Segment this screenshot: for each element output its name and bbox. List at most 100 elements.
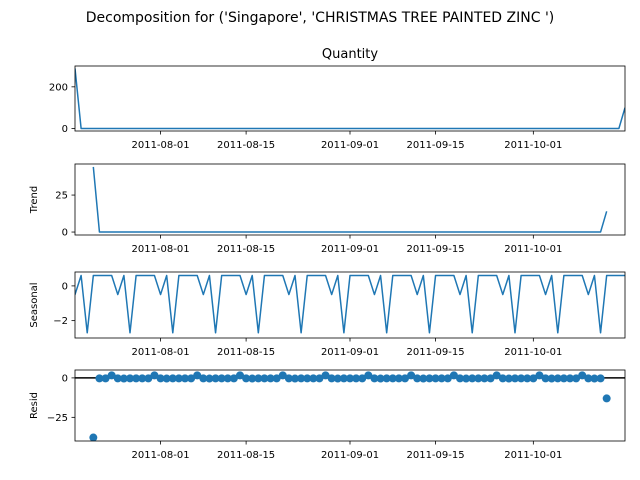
resid-point xyxy=(572,374,581,383)
ylabel-resid: Resid xyxy=(29,392,40,419)
xtick-label: 2011-09-15 xyxy=(406,450,464,461)
resid-point xyxy=(272,374,281,383)
resid-point xyxy=(248,374,257,383)
resid-point xyxy=(413,374,422,383)
panel-frame xyxy=(74,163,626,236)
resid-point xyxy=(437,374,446,383)
ylabel-seasonal: Seasonal xyxy=(29,282,40,327)
resid-point xyxy=(394,374,403,383)
data-observed xyxy=(75,68,625,130)
resid-point xyxy=(566,374,574,383)
data-seasonal xyxy=(75,274,625,334)
resid-point xyxy=(174,374,183,383)
resid-point xyxy=(419,374,428,383)
resid-point xyxy=(254,374,263,383)
xtick-label: 2011-09-01 xyxy=(321,140,379,151)
resid-point xyxy=(511,374,519,383)
resid-point xyxy=(162,374,171,383)
resid-point xyxy=(352,374,361,383)
resid-point xyxy=(407,371,416,380)
resid-point xyxy=(205,374,214,383)
ytick-label: 0 xyxy=(62,373,68,384)
resid-point xyxy=(474,374,483,383)
resid-point xyxy=(541,374,550,383)
resid-point xyxy=(321,371,330,380)
ytick-label: 200 xyxy=(49,82,68,93)
panel-trend: Trend 0 25 2011-08-01 2011-08-15 2011-09-01 20… xyxy=(29,163,626,255)
resid-point xyxy=(480,374,489,383)
resid-point xyxy=(602,394,611,403)
ytick-label: 25 xyxy=(55,191,68,202)
series-line-observed xyxy=(75,68,625,130)
resid-point xyxy=(223,374,232,383)
resid-point xyxy=(199,374,208,383)
resid-point xyxy=(443,374,452,383)
series-line-seasonal xyxy=(75,274,625,334)
resid-point xyxy=(382,374,391,383)
resid-point xyxy=(168,374,177,383)
resid-point xyxy=(229,374,238,383)
xtick-label: 2011-08-01 xyxy=(131,450,189,461)
series-line-trend xyxy=(92,166,608,233)
resid-point xyxy=(401,374,409,383)
resid-point xyxy=(535,371,544,380)
resid-point xyxy=(107,371,116,380)
resid-point xyxy=(266,374,275,383)
resid-point xyxy=(529,374,538,383)
resid-point xyxy=(217,374,226,383)
resid-point xyxy=(138,374,147,383)
resid-point xyxy=(578,371,587,380)
resid-point xyxy=(346,374,354,383)
panel-seasonal: Seasonal 0 −2 2011-08-01 2011-08-15 2011-09-0… xyxy=(29,271,626,358)
resid-point xyxy=(260,374,269,383)
xtick-label: 2011-10-01 xyxy=(504,244,562,255)
resid-point xyxy=(523,374,532,383)
xtick-label: 2011-10-01 xyxy=(504,347,562,358)
resid-point xyxy=(95,374,104,383)
resid-point xyxy=(596,374,605,383)
xtick-label: 2011-10-01 xyxy=(504,450,562,461)
xtick-label: 2011-10-01 xyxy=(504,140,562,151)
xtick-label: 2011-08-15 xyxy=(217,450,275,461)
resid-point xyxy=(553,374,562,383)
resid-point xyxy=(388,374,397,383)
figure-title: Decomposition for ('Singapore', 'CHRISTM… xyxy=(86,10,555,26)
resid-point xyxy=(449,371,458,380)
ytick-label: −2 xyxy=(53,316,68,327)
resid-point xyxy=(284,374,293,383)
resid-point xyxy=(181,374,189,383)
resid-point xyxy=(584,374,593,383)
xtick-label: 2011-09-01 xyxy=(321,244,379,255)
resid-point xyxy=(119,374,128,383)
xtick-label: 2011-09-01 xyxy=(321,347,379,358)
xtick-label: 2011-09-01 xyxy=(321,450,379,461)
resid-point xyxy=(278,371,287,380)
resid-point xyxy=(211,374,220,383)
resid-point xyxy=(462,374,471,383)
resid-point xyxy=(144,374,153,383)
resid-point xyxy=(358,374,367,383)
resid-point xyxy=(89,433,98,441)
resid-point xyxy=(364,371,373,380)
resid-point xyxy=(504,374,513,383)
resid-point xyxy=(333,374,342,383)
panel-title-observed: Quantity xyxy=(322,47,378,62)
panel-resid: Resid 0 −25 2011-08-01 2011-08-15 2011-09-01 2… xyxy=(29,369,626,461)
resid-point xyxy=(193,371,202,380)
resid-point xyxy=(242,374,251,383)
resid-point xyxy=(559,374,568,383)
xtick-label: 2011-09-15 xyxy=(406,347,464,358)
resid-point xyxy=(187,374,196,383)
resid-point xyxy=(468,374,477,383)
resid-point xyxy=(486,374,495,383)
ylabel-trend: Trend xyxy=(29,186,40,214)
xtick-label: 2011-08-15 xyxy=(217,244,275,255)
panels-group: Quantity 0 200 2011-08-01 2011-08-15 2011-09-… xyxy=(29,47,626,461)
panel-frame xyxy=(74,65,626,132)
resid-point xyxy=(126,374,134,383)
data-trend xyxy=(92,166,608,233)
ytick-label: 0 xyxy=(62,228,68,239)
resid-point xyxy=(456,374,464,383)
resid-point xyxy=(150,371,159,380)
